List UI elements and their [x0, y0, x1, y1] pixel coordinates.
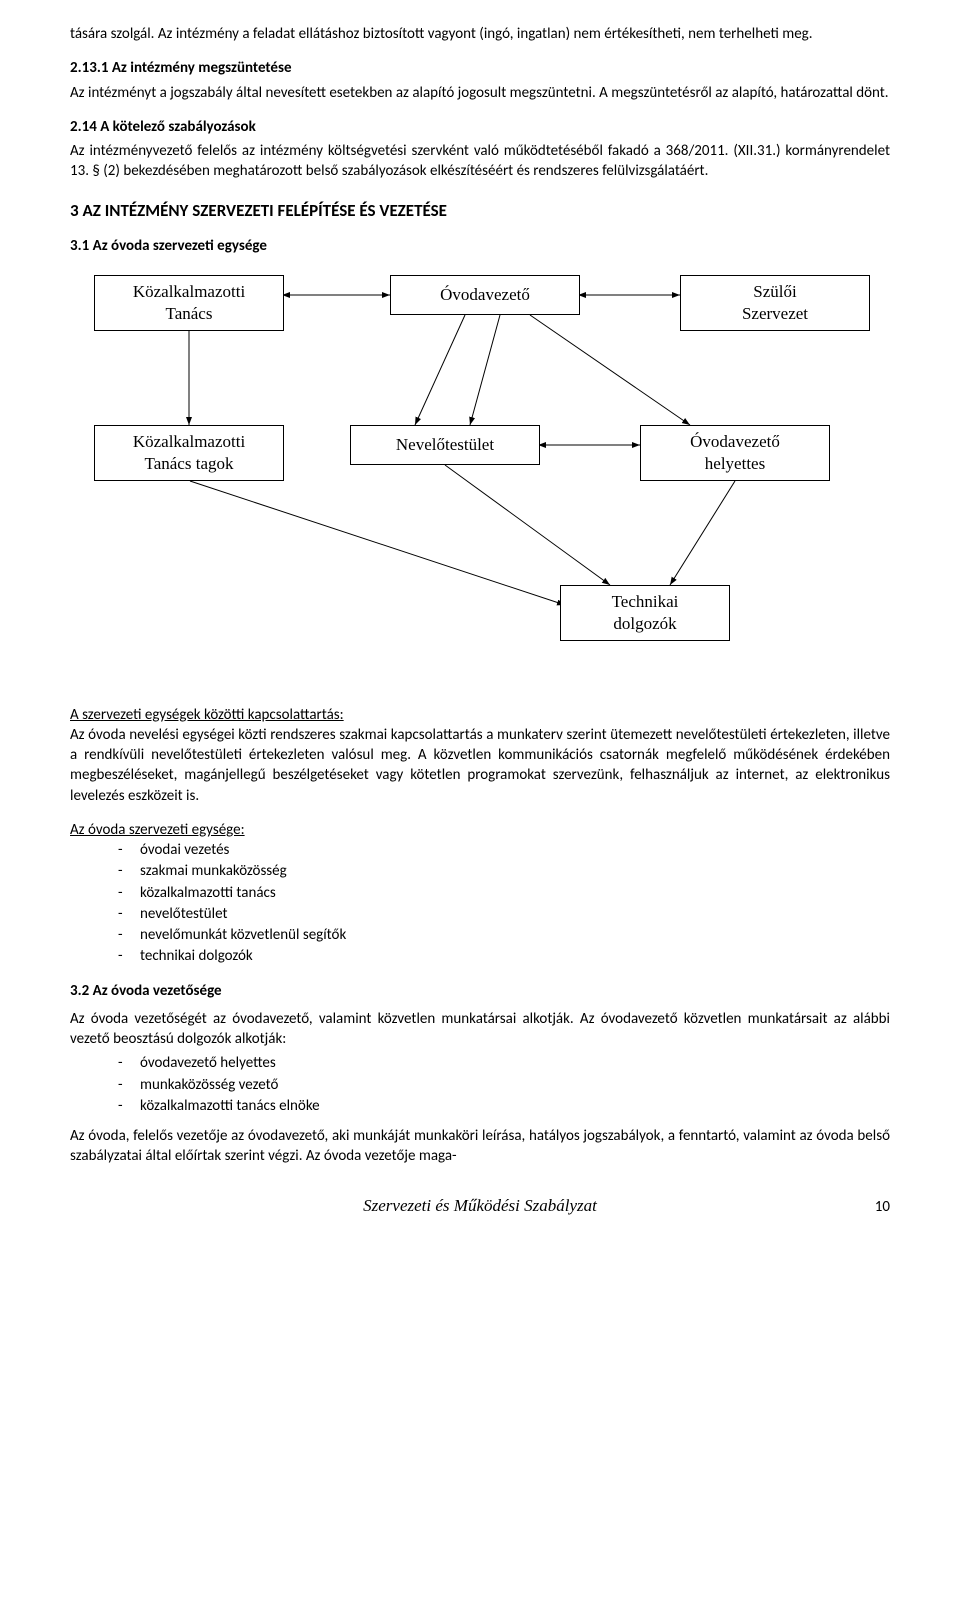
page-footer: Szervezeti és Működési Szabályzat 10 — [70, 1195, 890, 1218]
intro-paragraph: tására szolgál. Az intézmény a feladat e… — [70, 24, 890, 44]
node-line: Közalkalmazotti — [101, 431, 277, 452]
list-item: óvodavezető helyettes — [118, 1053, 890, 1073]
para-3-2-b: Az óvoda, felelős vezetője az óvodavezet… — [70, 1126, 890, 1167]
node-line: Óvodavezető — [647, 431, 823, 452]
list-item: közalkalmazotti tanács — [118, 883, 890, 903]
link-heading: A szervezeti egységek közötti kapcsolatt… — [70, 706, 344, 724]
para-2-13-1: Az intézményt a jogszabály által nevesít… — [70, 83, 890, 103]
heading-2-13-1: 2.13.1 Az intézmény megszüntetése — [70, 58, 890, 78]
node-line: Nevelőtestület — [357, 434, 533, 455]
footer-title: Szervezeti és Működési Szabályzat — [363, 1196, 597, 1215]
node-szuloi-szervezet: Szülői Szervezet — [680, 275, 870, 331]
node-nevelotestulet: Nevelőtestület — [350, 425, 540, 465]
node-kozalkalmazotti-tanacs: Közalkalmazotti Tanács — [94, 275, 284, 331]
para-3-2-a: Az óvoda vezetőségét az óvodavezető, val… — [70, 1009, 890, 1050]
list-item: nevelőtestület — [118, 904, 890, 924]
node-technikai-dolgozok: Technikai dolgozók — [560, 585, 730, 641]
list-item: technikai dolgozók — [118, 946, 890, 966]
org-chart: Közalkalmazotti Tanács Óvodavezető Szülő… — [70, 265, 890, 685]
node-line: Óvodavezető — [397, 284, 573, 305]
leadership-list: óvodavezető helyettesmunkaközösség vezet… — [70, 1053, 890, 1116]
page-number: 10 — [875, 1197, 890, 1217]
node-line: Szervezet — [687, 303, 863, 324]
list-item: nevelőmunkát közvetlenül segítők — [118, 925, 890, 945]
para-2-14: Az intézményvezető felelős az intézmény … — [70, 141, 890, 182]
node-line: Tanács — [101, 303, 277, 324]
node-line: helyettes — [647, 453, 823, 474]
node-kozalkalmazotti-tanacs-tagok: Közalkalmazotti Tanács tagok — [94, 425, 284, 481]
heading-3-2: 3.2 Az óvoda vezetősége — [70, 981, 890, 1001]
unit-list: óvodai vezetésszakmai munkaközösségközal… — [70, 840, 890, 967]
link-paragraph: A szervezeti egységek közötti kapcsolatt… — [70, 705, 890, 806]
heading-3: 3 AZ INTÉZMÉNY SZERVEZETI FELÉPÍTÉSE ÉS … — [70, 200, 890, 223]
node-line: Tanács tagok — [101, 453, 277, 474]
heading-2-14: 2.14 A kötelező szabályozások — [70, 117, 890, 137]
unit-heading: Az óvoda szervezeti egysége: — [70, 820, 890, 840]
list-item: közalkalmazotti tanács elnöke — [118, 1096, 890, 1116]
node-line: Közalkalmazotti — [101, 281, 277, 302]
link-body: Az óvoda nevelési egységei közti rendsze… — [70, 726, 890, 805]
node-ovodavezeto: Óvodavezető — [390, 275, 580, 315]
list-item: munkaközösség vezető — [118, 1075, 890, 1095]
list-item: óvodai vezetés — [118, 840, 890, 860]
node-line: dolgozók — [567, 613, 723, 634]
node-ovodavezeto-helyettes: Óvodavezető helyettes — [640, 425, 830, 481]
node-line: Technikai — [567, 591, 723, 612]
node-line: Szülői — [687, 281, 863, 302]
heading-3-1: 3.1 Az óvoda szervezeti egysége — [70, 236, 890, 256]
list-item: szakmai munkaközösség — [118, 861, 890, 881]
